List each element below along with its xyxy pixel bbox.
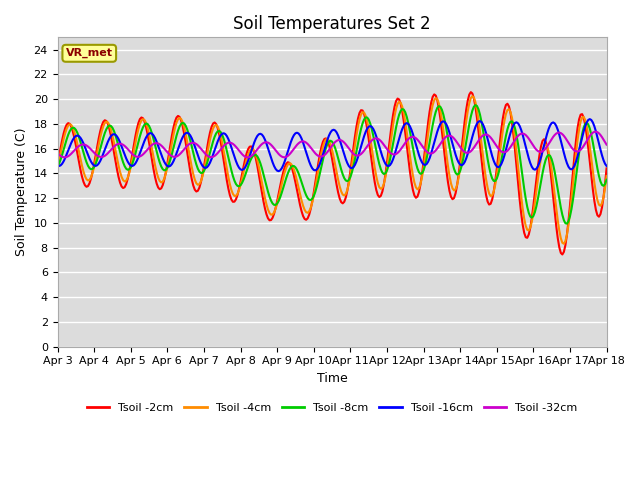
Tsoil -8cm [156, 159, 164, 165]
Tsoil -32cm [368, 138, 376, 144]
Tsoil -16cm [54, 163, 61, 168]
Tsoil -16cm [398, 126, 406, 132]
Tsoil -8cm [366, 120, 374, 126]
Line: Tsoil -8cm: Tsoil -8cm [58, 105, 607, 224]
Tsoil -32cm [603, 142, 611, 147]
Tsoil -16cm [69, 137, 77, 143]
Legend: Tsoil -2cm, Tsoil -4cm, Tsoil -8cm, Tsoil -16cm, Tsoil -32cm: Tsoil -2cm, Tsoil -4cm, Tsoil -8cm, Tsoi… [83, 399, 582, 418]
Tsoil -2cm [69, 128, 77, 134]
Tsoil -2cm [156, 186, 164, 192]
Tsoil -16cm [603, 163, 611, 169]
Tsoil -16cm [275, 168, 282, 174]
Title: Soil Temperatures Set 2: Soil Temperatures Set 2 [233, 15, 431, 33]
Tsoil -32cm [244, 155, 252, 160]
Line: Tsoil -4cm: Tsoil -4cm [58, 96, 607, 244]
Tsoil -4cm [156, 178, 164, 184]
X-axis label: Time: Time [317, 372, 348, 385]
Tsoil -32cm [592, 129, 600, 134]
Tsoil -4cm [468, 93, 476, 99]
Tsoil -2cm [385, 147, 392, 153]
Tsoil -2cm [603, 166, 611, 171]
Tsoil -8cm [472, 102, 479, 108]
Tsoil -32cm [386, 150, 394, 156]
Text: VR_met: VR_met [66, 48, 113, 59]
Tsoil -32cm [156, 142, 164, 147]
Tsoil -2cm [537, 144, 545, 149]
Tsoil -8cm [385, 163, 392, 168]
Tsoil -4cm [385, 156, 392, 161]
Tsoil -4cm [397, 100, 404, 106]
Tsoil -4cm [366, 135, 374, 141]
Tsoil -2cm [54, 161, 61, 167]
Tsoil -4cm [537, 155, 545, 161]
Tsoil -8cm [603, 177, 611, 182]
Tsoil -32cm [54, 150, 61, 156]
Tsoil -32cm [537, 149, 545, 155]
Line: Tsoil -16cm: Tsoil -16cm [58, 119, 607, 171]
Tsoil -4cm [54, 164, 61, 169]
Tsoil -8cm [563, 221, 571, 227]
Tsoil -8cm [54, 164, 61, 169]
Tsoil -4cm [560, 241, 568, 247]
Line: Tsoil -32cm: Tsoil -32cm [58, 132, 607, 157]
Tsoil -2cm [559, 252, 566, 257]
Tsoil -32cm [398, 144, 406, 150]
Tsoil -2cm [397, 101, 404, 107]
Tsoil -16cm [386, 162, 394, 168]
Tsoil -8cm [397, 108, 404, 114]
Tsoil -8cm [537, 179, 545, 184]
Tsoil -16cm [537, 155, 545, 160]
Tsoil -32cm [69, 149, 77, 155]
Y-axis label: Soil Temperature (C): Soil Temperature (C) [15, 128, 28, 256]
Tsoil -4cm [69, 125, 77, 131]
Line: Tsoil -2cm: Tsoil -2cm [58, 92, 607, 254]
Tsoil -8cm [69, 125, 77, 131]
Tsoil -16cm [586, 116, 594, 122]
Tsoil -16cm [368, 124, 376, 130]
Tsoil -16cm [156, 147, 164, 153]
Tsoil -2cm [467, 89, 475, 95]
Tsoil -2cm [366, 147, 374, 153]
Tsoil -4cm [603, 173, 611, 179]
